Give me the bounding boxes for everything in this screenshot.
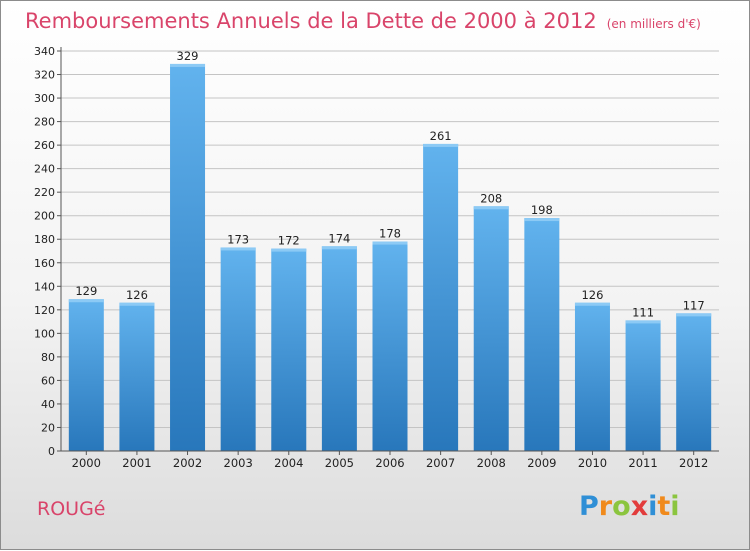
data-label: 329	[177, 49, 199, 63]
y-tick-label: 300	[34, 92, 55, 105]
bar-2012	[676, 313, 712, 451]
bar-2000	[68, 299, 104, 451]
y-tick-label: 20	[41, 421, 55, 434]
x-tick-label: 2006	[375, 456, 404, 470]
data-label: 178	[379, 227, 401, 241]
bar-top-highlight	[321, 246, 357, 250]
bar-top-highlight	[170, 63, 206, 67]
y-tick-label: 100	[34, 327, 55, 340]
x-tick-label: 2004	[274, 456, 303, 470]
bar-top-highlight	[68, 299, 104, 303]
x-tick-label: 2002	[173, 456, 202, 470]
axes: 0 20 40 60 80 100 120 140 160 180 200 220 240 260 280 3…	[34, 45, 719, 470]
bar-top-highlight	[676, 313, 712, 317]
y-tick-label: 220	[34, 186, 55, 199]
bar-2009	[524, 218, 560, 451]
y-tick-label: 180	[34, 233, 55, 246]
title-text: Remboursements Annuels de la Dette de 20…	[25, 9, 597, 33]
bar-top-highlight	[372, 241, 408, 245]
x-tick-label: 2001	[122, 456, 151, 470]
y-tick-label: 140	[34, 280, 55, 293]
bar-top-highlight	[625, 320, 661, 324]
data-label: 129	[75, 284, 97, 298]
bar-2007	[423, 143, 459, 452]
x-tick-label: 2010	[578, 456, 607, 470]
x-tick-label: 2007	[426, 456, 455, 470]
data-label: 126	[581, 288, 603, 302]
chart-title: Remboursements Annuels de la Dette de 20…	[25, 9, 701, 33]
y-tick-label: 120	[34, 304, 55, 317]
y-tick-label: 60	[41, 374, 55, 387]
bar-2004	[271, 248, 307, 451]
bar-2010	[574, 302, 610, 451]
data-label: 117	[683, 298, 705, 312]
y-tick-label: 320	[34, 69, 55, 82]
y-tick-label: 260	[34, 139, 55, 152]
data-label: 174	[328, 231, 350, 245]
unit-label: (en milliers d'€)	[606, 17, 701, 31]
bar-top-highlight	[524, 218, 560, 222]
y-tick-label: 0	[48, 445, 55, 458]
x-tick-label: 2009	[527, 456, 556, 470]
y-tick-label: 340	[34, 45, 55, 58]
data-label: 111	[632, 305, 654, 319]
data-label: 172	[278, 234, 300, 248]
y-tick-label: 200	[34, 210, 55, 223]
bar-top-highlight	[271, 248, 307, 252]
data-label: 208	[480, 191, 502, 205]
data-label: 261	[430, 129, 452, 143]
bar-top-highlight	[423, 143, 459, 147]
bar-2005	[321, 246, 357, 451]
y-tick-label: 160	[34, 257, 55, 270]
x-tick-label: 2005	[325, 456, 354, 470]
bar-2006	[372, 241, 408, 451]
bar-top-highlight	[473, 206, 509, 210]
y-tick-label: 240	[34, 163, 55, 176]
bar-2008	[473, 206, 509, 451]
y-tick-label: 80	[41, 351, 55, 364]
x-tick-label: 2012	[679, 456, 708, 470]
data-label: 173	[227, 232, 249, 246]
bars: 129 126 329 173 172 174 178 261 208 198 126 111 117	[68, 49, 712, 452]
x-tick-label: 2000	[72, 456, 101, 470]
proxiti-logo: Proxiti	[579, 491, 680, 522]
data-label: 198	[531, 203, 553, 217]
bar-top-highlight	[574, 302, 610, 306]
bar-2003	[220, 247, 256, 451]
bar-2011	[625, 320, 661, 451]
bar-2002	[170, 63, 206, 452]
x-tick-label: 2003	[224, 456, 253, 470]
data-label: 126	[126, 288, 148, 302]
x-tick-label: 2008	[477, 456, 506, 470]
x-tick-label: 2011	[628, 456, 657, 470]
y-tick-label: 40	[41, 398, 55, 411]
commune-name: ROUGé	[37, 498, 106, 520]
bar-2001	[119, 302, 155, 451]
bar-top-highlight	[119, 302, 155, 306]
y-tick-label: 280	[34, 116, 55, 129]
bar-top-highlight	[220, 247, 256, 251]
